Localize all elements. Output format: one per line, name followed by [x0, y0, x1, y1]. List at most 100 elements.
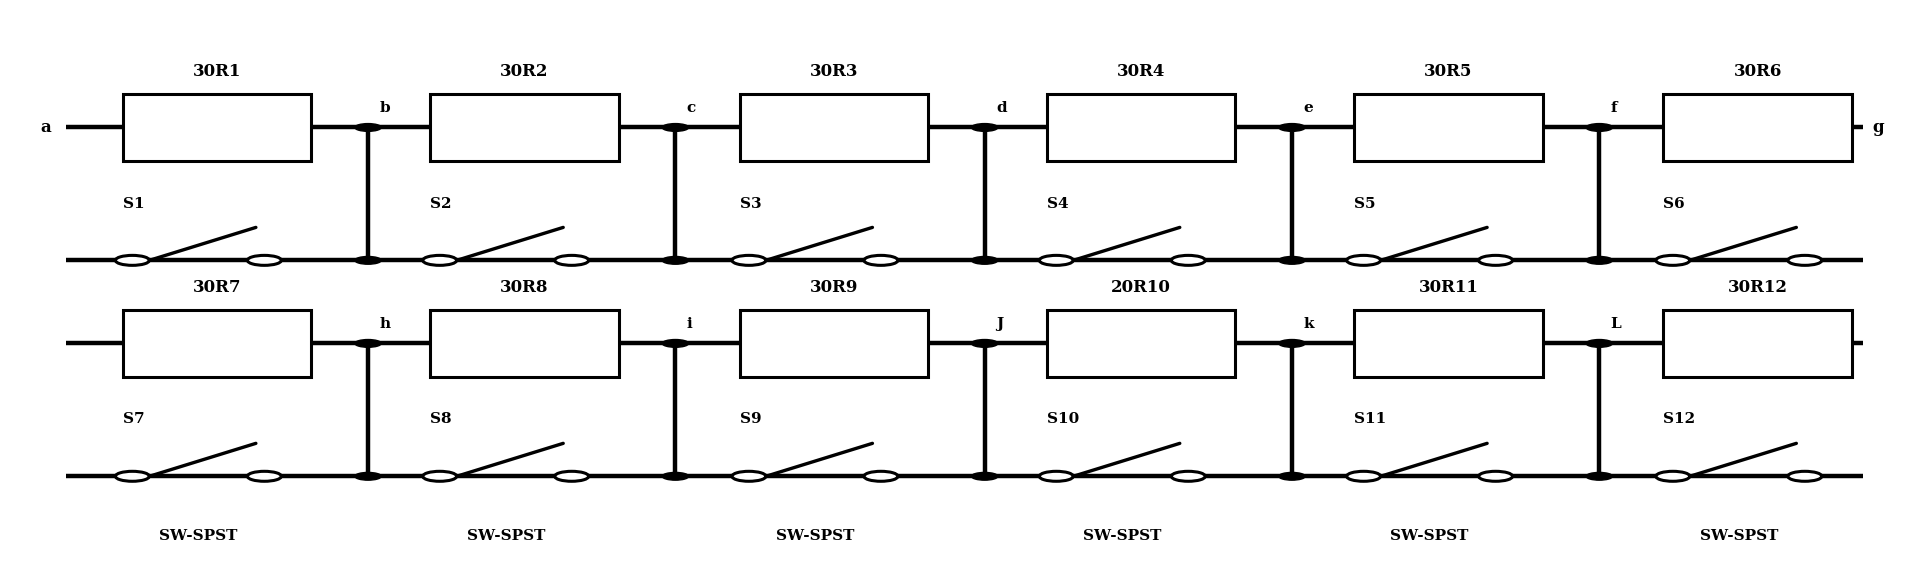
- Text: SW-SPST: SW-SPST: [1390, 316, 1467, 330]
- Circle shape: [248, 471, 281, 481]
- Circle shape: [1279, 257, 1304, 264]
- Text: 30R2: 30R2: [500, 63, 548, 80]
- Circle shape: [1585, 124, 1611, 131]
- Text: S7: S7: [123, 412, 144, 427]
- Bar: [738, 310, 927, 377]
- Circle shape: [423, 471, 456, 481]
- Text: k: k: [1302, 317, 1313, 331]
- Circle shape: [971, 257, 998, 264]
- Circle shape: [731, 255, 765, 266]
- Circle shape: [1038, 471, 1073, 481]
- Circle shape: [423, 255, 456, 266]
- Circle shape: [662, 124, 688, 131]
- Text: g: g: [1871, 119, 1883, 136]
- Text: 20R10: 20R10: [1111, 279, 1171, 296]
- Text: c: c: [687, 101, 696, 115]
- Text: SW-SPST: SW-SPST: [1083, 316, 1161, 330]
- Bar: [431, 94, 619, 160]
- Circle shape: [1279, 340, 1304, 347]
- Text: SW-SPST: SW-SPST: [1698, 529, 1777, 543]
- Text: SW-SPST: SW-SPST: [465, 316, 544, 330]
- Text: SW-SPST: SW-SPST: [1390, 529, 1467, 543]
- Text: 30R9: 30R9: [810, 279, 858, 296]
- Text: 30R12: 30R12: [1727, 279, 1786, 296]
- Text: 30R8: 30R8: [500, 279, 548, 296]
- Bar: [1354, 94, 1542, 160]
- Text: 30R7: 30R7: [192, 279, 242, 296]
- Text: SW-SPST: SW-SPST: [775, 316, 854, 330]
- Circle shape: [1346, 255, 1381, 266]
- Circle shape: [115, 255, 150, 266]
- Text: L: L: [1610, 317, 1621, 331]
- Circle shape: [354, 124, 381, 131]
- Text: SW-SPST: SW-SPST: [160, 316, 237, 330]
- Bar: [123, 94, 312, 160]
- Text: f: f: [1610, 101, 1617, 115]
- Bar: [1663, 94, 1852, 160]
- Circle shape: [354, 257, 381, 264]
- Circle shape: [1279, 472, 1304, 480]
- Text: SW-SPST: SW-SPST: [1698, 316, 1777, 330]
- Bar: [123, 310, 312, 377]
- Text: 30R11: 30R11: [1417, 279, 1477, 296]
- Text: 30R1: 30R1: [192, 63, 240, 80]
- Text: 30R3: 30R3: [810, 63, 858, 80]
- Circle shape: [1479, 471, 1511, 481]
- Circle shape: [554, 255, 588, 266]
- Circle shape: [248, 255, 281, 266]
- Circle shape: [1171, 255, 1204, 266]
- Circle shape: [1346, 471, 1381, 481]
- Circle shape: [1585, 340, 1611, 347]
- Circle shape: [1479, 255, 1511, 266]
- Text: SW-SPST: SW-SPST: [1083, 529, 1161, 543]
- Text: S10: S10: [1046, 412, 1079, 427]
- Text: S3: S3: [738, 197, 762, 211]
- Circle shape: [971, 124, 998, 131]
- Circle shape: [1786, 471, 1821, 481]
- Text: S4: S4: [1046, 197, 1067, 211]
- Text: S6: S6: [1663, 197, 1685, 211]
- Text: 30R6: 30R6: [1733, 63, 1781, 80]
- Circle shape: [1585, 472, 1611, 480]
- Circle shape: [971, 340, 998, 347]
- Bar: [431, 310, 619, 377]
- Text: b: b: [379, 101, 390, 115]
- Circle shape: [971, 472, 998, 480]
- Bar: [738, 94, 927, 160]
- Text: S12: S12: [1663, 412, 1694, 427]
- Circle shape: [1786, 255, 1821, 266]
- Bar: [1663, 310, 1852, 377]
- Bar: [1354, 310, 1542, 377]
- Circle shape: [731, 471, 765, 481]
- Text: S8: S8: [431, 412, 452, 427]
- Circle shape: [662, 340, 688, 347]
- Text: S1: S1: [123, 197, 144, 211]
- Text: e: e: [1302, 101, 1311, 115]
- Text: SW-SPST: SW-SPST: [775, 529, 854, 543]
- Circle shape: [863, 255, 898, 266]
- Bar: [1046, 94, 1235, 160]
- Bar: [1046, 310, 1235, 377]
- Circle shape: [863, 471, 898, 481]
- Text: S2: S2: [431, 197, 452, 211]
- Text: a: a: [40, 119, 52, 136]
- Text: h: h: [379, 317, 390, 331]
- Circle shape: [1171, 471, 1204, 481]
- Text: 30R4: 30R4: [1117, 63, 1165, 80]
- Circle shape: [1656, 471, 1688, 481]
- Text: d: d: [996, 101, 1006, 115]
- Circle shape: [1038, 255, 1073, 266]
- Circle shape: [354, 340, 381, 347]
- Circle shape: [1279, 124, 1304, 131]
- Text: 30R5: 30R5: [1423, 63, 1471, 80]
- Circle shape: [662, 257, 688, 264]
- Text: S9: S9: [738, 412, 762, 427]
- Text: SW-SPST: SW-SPST: [465, 529, 544, 543]
- Circle shape: [554, 471, 588, 481]
- Circle shape: [354, 472, 381, 480]
- Text: J: J: [996, 317, 1002, 331]
- Text: SW-SPST: SW-SPST: [160, 529, 237, 543]
- Text: S5: S5: [1354, 197, 1375, 211]
- Circle shape: [662, 472, 688, 480]
- Circle shape: [1656, 255, 1688, 266]
